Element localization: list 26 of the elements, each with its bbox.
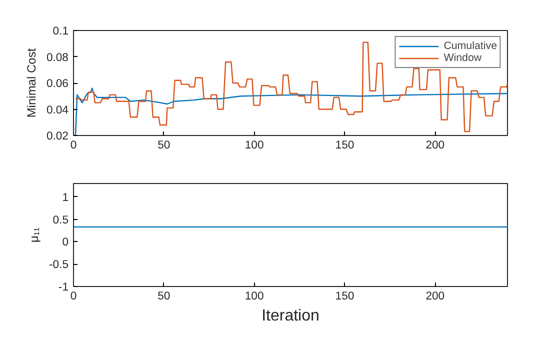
y-tick-label: 0.1 (52, 26, 68, 38)
y-tick-label: 1 (62, 192, 69, 204)
y-tick-label: 0 (62, 236, 69, 249)
y-tick-label: 0.04 (46, 104, 69, 116)
x-tick-label: 50 (158, 290, 170, 302)
x-tick-label: 100 (244, 290, 264, 302)
y-tick-label: 0.5 (52, 214, 68, 226)
x-tick-label: 150 (335, 290, 354, 302)
x-tick-label: 200 (426, 290, 445, 302)
legend-label: Cumulative (444, 40, 497, 52)
x-tick-label: 200 (426, 140, 445, 152)
legend-label: Window (444, 52, 482, 64)
x-tick-label: 100 (244, 140, 264, 152)
y-tick-label: -0.5 (48, 259, 69, 272)
x-tick-label: 0 (70, 140, 77, 152)
x-tick-label: 150 (335, 140, 354, 152)
y-tick-label: 0.02 (46, 130, 69, 142)
y-axis-title: Minimal Cost (24, 48, 38, 118)
x-tick-label: 0 (70, 290, 77, 302)
line-series (74, 42, 508, 132)
x-axis-title: Iteration (262, 308, 320, 324)
y-tick-label: -1 (58, 282, 69, 294)
y-tick-label: 0.08 (46, 52, 69, 64)
y-axis-title: μ₁₁ (26, 227, 41, 243)
x-tick-label: 50 (158, 140, 170, 152)
y-tick-label: 0.06 (46, 78, 69, 90)
